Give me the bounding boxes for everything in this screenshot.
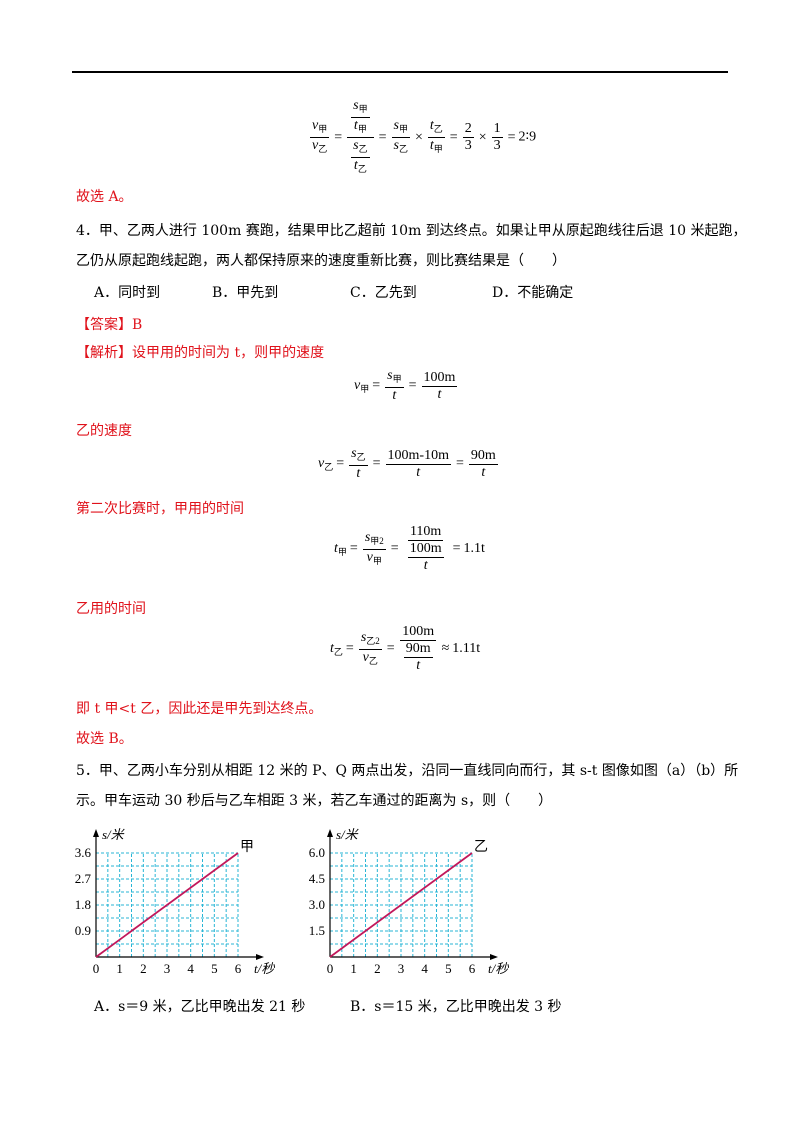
y-tick-label: 3.6 — [75, 845, 92, 860]
second-race-label: 第二次比赛时，甲用的时间 — [76, 501, 244, 517]
x-axis-arrow — [256, 954, 264, 960]
q4-conclusion: 故选 B。 — [76, 731, 133, 747]
y-tick-label: 3.0 — [309, 897, 325, 912]
q4-option-d: D．不能确定 — [492, 285, 574, 301]
analysis-text: 设甲用的时间为 t，则甲的速度 — [132, 345, 325, 361]
q4-analysis: 【解析】设甲用的时间为 t，则甲的速度 — [76, 342, 324, 362]
x-axis-label: t/秒 — [488, 961, 509, 976]
x-tick-label: 1 — [350, 961, 357, 976]
x-axis-arrow — [490, 954, 498, 960]
y-axis-label: s/米 — [102, 827, 126, 842]
y-tick-label: 4.5 — [309, 871, 325, 886]
q5-option-b: B．s＝15 米，乙比甲晚出发 3 秒 — [350, 999, 562, 1015]
q4-formula-jia-time: t甲 = s甲2 v甲 = 110m 100m t = 1.1t — [334, 524, 485, 573]
x-axis-label: t/秒 — [254, 961, 275, 976]
x-tick-label: 1 — [116, 961, 123, 976]
q5-stem-line1: 5．甲、乙两小车分别从相距 12 米的 P、Q 两点出发，沿同一直线同向而行，其… — [76, 763, 739, 779]
yi-time-label: 乙用的时间 — [76, 601, 146, 617]
q5-stem-line2: 示。甲车运动 30 秒后与乙车相距 3 米，若乙车通过的距离为 s，则（ ） — [76, 793, 553, 809]
y-tick-label: 2.7 — [75, 871, 92, 886]
q3-ratio-formula: v甲 v乙 = s甲 t甲 s乙 t乙 = s甲 s乙 × t乙 t甲 = 2 3 … — [310, 98, 537, 174]
chart-b: 0 1 2 3 4 5 6 1.5 3.0 4.5 6.0 t/秒 s/米乙 — [309, 827, 509, 976]
q4-stem-line1: 4．甲、乙两人进行 100m 赛跑，结果甲比乙超前 10m 到达终点。如果让甲从… — [76, 223, 747, 239]
x-tick-label: 6 — [469, 961, 476, 976]
x-tick-label: 2 — [374, 961, 381, 976]
x-tick-label: 2 — [140, 961, 147, 976]
q3-conclusion: 故选 A。 — [76, 189, 133, 205]
yi-speed-label: 乙的速度 — [76, 423, 132, 439]
q4-stem-line2: 乙仍从原起跑线起跑，两人都保持原来的速度重新比赛，则比赛结果是（ ） — [76, 253, 566, 269]
q4-option-b: B．甲先到 — [212, 285, 279, 301]
q4-formula-yi-time: t乙 = s乙2 v乙 = 100m 90m t ≈1.11t — [330, 624, 481, 673]
y-axis-arrow — [327, 829, 333, 837]
y-tick-label: 6.0 — [309, 845, 325, 860]
series-line — [95, 852, 239, 958]
series-label: 乙 — [474, 839, 488, 855]
chart-a: 0 1 2 3 4 5 6 0.9 1.8 2.7 3.6 t/秒 s/米甲 — [75, 827, 275, 976]
x-tick-label: 0 — [327, 961, 334, 976]
y-tick-label: 1.8 — [75, 897, 91, 912]
x-tick-label: 5 — [211, 961, 218, 976]
y-axis-arrow — [93, 829, 99, 837]
y-tick-label: 1.5 — [309, 923, 325, 938]
x-tick-label: 0 — [93, 961, 100, 976]
q4-formula-yi-speed: v乙 = s乙 t = 100m-10m t = 90m t — [318, 446, 498, 481]
x-tick-label: 3 — [164, 961, 171, 976]
header-rule — [72, 71, 728, 73]
q4-option-a: A．同时到 — [94, 285, 161, 301]
q4-formula-jia-speed: v甲 = s甲 t = 100m t — [354, 368, 458, 403]
analysis-label: 【解析】 — [76, 345, 132, 361]
y-axis-label: s/米 — [336, 827, 360, 842]
x-tick-label: 4 — [187, 961, 194, 976]
x-tick-label: 4 — [421, 961, 428, 976]
q5-option-a: A．s＝9 米，乙比甲晚出发 21 秒 — [94, 999, 306, 1015]
series-label: 甲 — [240, 840, 254, 855]
y-tick-label: 0.9 — [75, 923, 91, 938]
q4-answer: 【答案】B — [76, 317, 143, 333]
x-tick-label: 5 — [445, 961, 452, 976]
q4-option-c: C．乙先到 — [350, 285, 417, 301]
x-tick-label: 3 — [398, 961, 405, 976]
q4-compare: 即 t 甲<t 乙，因此还是甲先到达终点。 — [76, 701, 323, 717]
series-line — [329, 852, 473, 958]
x-tick-label: 6 — [235, 961, 242, 976]
